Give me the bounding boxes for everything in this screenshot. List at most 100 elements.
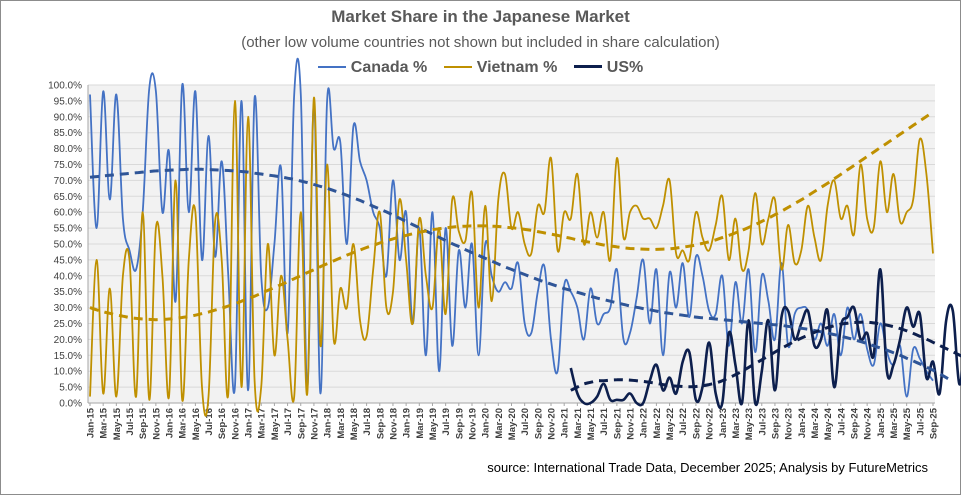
x-tick-label: Nov-16 (230, 408, 241, 440)
y-tick-label: 80.0% (54, 144, 82, 155)
x-tick-label: May-21 (586, 407, 597, 440)
x-tick-label: May-25 (902, 407, 913, 440)
x-tick-label: May-23 (744, 408, 755, 440)
x-tick-label: Sep-18 (375, 408, 386, 439)
legend-label-vietnam: Vietnam % (476, 59, 558, 76)
x-tick-label: Nov-20 (547, 408, 558, 440)
series-line-vietnam (89, 96, 934, 417)
x-tick-label: Mar-19 (415, 408, 426, 439)
trend-line-us (570, 320, 961, 392)
x-tick-label: May-19 (428, 408, 439, 440)
y-tick-label: 45.0% (54, 255, 82, 266)
x-axis: Jan-15 Mar-15 May-15 Jul-15 Sep-15 Nov-15 Jan-… (86, 403, 940, 440)
x-tick-label: Nov-21 (626, 407, 637, 439)
y-tick-label: 10.0% (54, 367, 82, 378)
chart-title: Market Share in the Japanese Market (331, 7, 630, 26)
x-tick-label: Jul-25 (915, 407, 926, 435)
x-tick-label: Mar-22 (652, 408, 663, 439)
chart-legend: Canada % Vietnam % US% (0, 59, 961, 77)
legend-line-canada (317, 65, 346, 68)
x-tick-label: Mar-25 (889, 407, 900, 438)
x-tick-label: Jul-19 (441, 408, 452, 435)
x-tick-label: Mar-20 (494, 408, 505, 439)
x-tick-label: Mar-18 (336, 408, 347, 439)
y-tick-label: 95.0% (54, 96, 82, 107)
y-tick-label: 55.0% (54, 224, 82, 235)
x-tick-label: Jan-15 (86, 407, 97, 438)
x-tick-label: Sep-16 (217, 408, 228, 439)
x-tick-label: Jan-23 (718, 408, 729, 438)
y-tick-label: 15.0% (54, 351, 82, 362)
x-tick-label: Jul-22 (678, 408, 689, 435)
y-tick-label: 70.0% (54, 176, 82, 187)
x-tick-label: Mar-15 (99, 407, 110, 438)
y-tick-label: 60.0% (54, 208, 82, 219)
x-tick-label: Mar-17 (257, 408, 268, 439)
x-tick-label: Sep-21 (612, 407, 623, 439)
x-tick-label: Mar-21 (573, 407, 584, 438)
series-line-canada (89, 57, 934, 398)
legend-label-us: US% (606, 59, 644, 76)
x-tick-label: Jan-25 (876, 407, 887, 438)
x-tick-label: May-15 (112, 407, 123, 440)
x-tick-label: Nov-15 (151, 407, 162, 439)
x-tick-label: Jan-18 (323, 408, 334, 438)
source-note: source: International Trade Data, Decemb… (487, 460, 928, 475)
x-tick-label: Jan-16 (165, 408, 176, 438)
trend-line-canada (89, 167, 954, 383)
x-tick-label: Jul-21 (599, 407, 610, 435)
x-tick-label: Jul-17 (283, 408, 294, 435)
x-tick-label: May-17 (270, 408, 281, 440)
trend-line-vietnam (89, 110, 934, 322)
x-tick-label: Mar-24 (810, 407, 821, 438)
x-tick-label: Nov-22 (705, 408, 716, 440)
y-tick-label: 75.0% (54, 160, 82, 171)
x-tick-label: Jul-24 (836, 407, 847, 435)
x-tick-label: Nov-24 (863, 407, 874, 439)
y-tick-label: 50.0% (54, 240, 82, 251)
x-tick-label: Jan-19 (402, 408, 413, 438)
x-tick-label: Mar-23 (731, 408, 742, 439)
x-tick-label: May-24 (823, 407, 834, 440)
legend-item-us: US% (573, 59, 644, 77)
legend-line-us (573, 65, 602, 69)
y-tick-label: 5.0% (59, 383, 82, 394)
y-tick-label: 30.0% (54, 303, 82, 314)
x-tick-label: Jul-18 (362, 408, 373, 435)
x-tick-label: May-18 (349, 408, 360, 440)
y-axis: 0.0% 5.0% 10.0% 15.0% 20.0% 25.0% 30.0% 35.0% 40… (48, 81, 89, 410)
x-tick-label: Mar-16 (178, 408, 189, 439)
legend-item-canada: Canada % (317, 59, 428, 77)
x-tick-label: Jan-22 (639, 408, 650, 438)
y-tick-label: 90.0% (54, 112, 82, 123)
x-tick-label: Nov-18 (388, 408, 399, 440)
y-tick-label: 65.0% (54, 192, 82, 203)
x-tick-label: Sep-19 (454, 408, 465, 439)
x-tick-label: Sep-23 (770, 408, 781, 439)
chart-subtitle: (other low volume countries not shown bu… (241, 34, 720, 51)
x-tick-label: Jan-24 (797, 407, 808, 438)
x-tick-label: Sep-15 (138, 407, 149, 439)
x-tick-label: May-22 (665, 408, 676, 440)
y-tick-label: 35.0% (54, 287, 82, 298)
x-tick-label: Sep-24 (849, 407, 860, 439)
x-tick-label: Jul-20 (520, 408, 531, 435)
x-tick-label: Sep-22 (691, 408, 702, 439)
y-tick-label: 20.0% (54, 335, 82, 346)
series-line-us (569, 268, 961, 409)
x-tick-label: Nov-19 (467, 408, 478, 440)
legend-label-canada: Canada % (350, 59, 428, 76)
series-layer (89, 57, 961, 417)
x-tick-label: Sep-17 (296, 408, 307, 439)
x-tick-label: Nov-17 (309, 408, 320, 440)
x-tick-label: Jan-21 (560, 407, 571, 438)
x-tick-label: Jan-17 (244, 408, 255, 438)
y-tick-label: 100.0% (48, 81, 82, 92)
y-tick-label: 0.0% (59, 399, 82, 410)
y-tick-label: 40.0% (54, 271, 82, 282)
gridlines (88, 84, 935, 404)
x-tick-label: May-20 (507, 408, 518, 440)
x-tick-label: May-16 (191, 408, 202, 440)
legend-line-vietnam (443, 65, 472, 68)
